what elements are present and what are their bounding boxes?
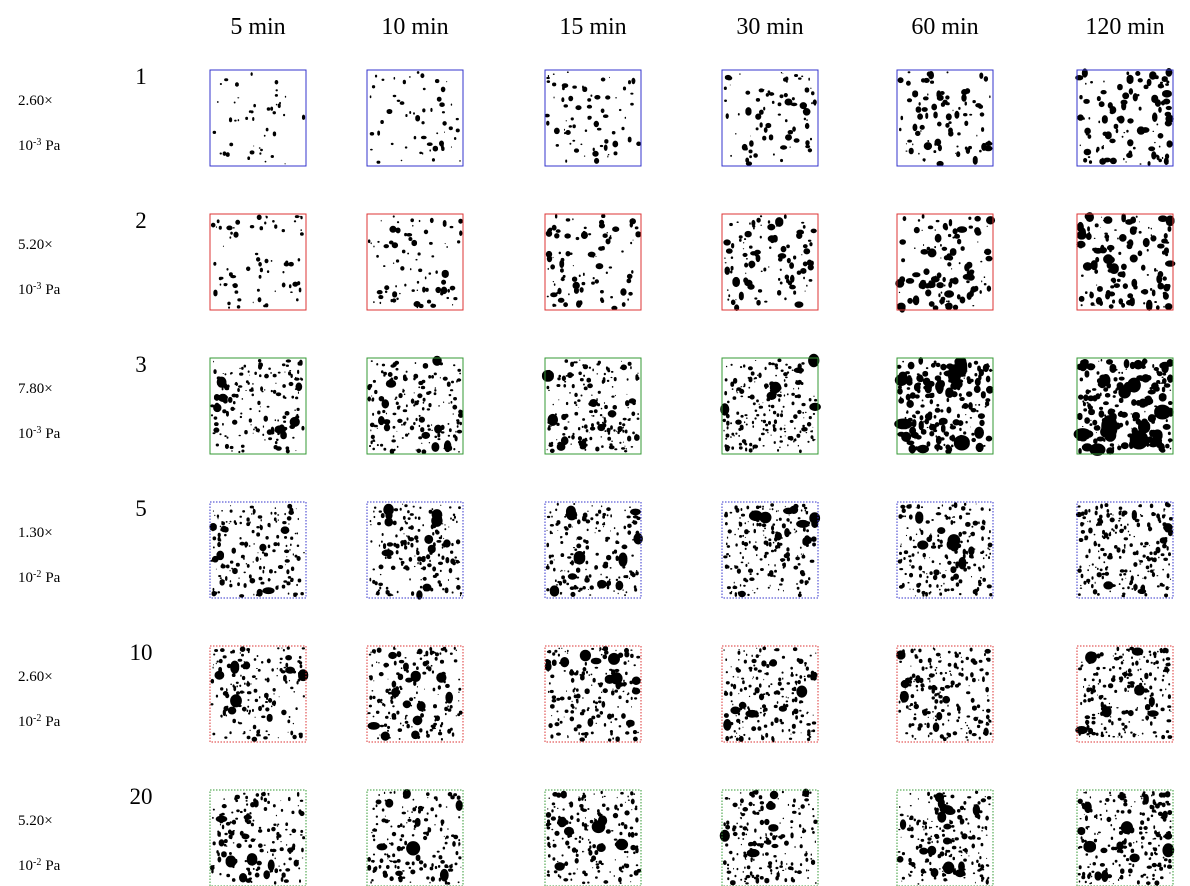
micrograph (367, 356, 464, 454)
pressure-mantissa: 7.80× (18, 381, 53, 397)
micrograph (722, 70, 818, 166)
pressure-unit: Pa (45, 282, 60, 298)
pressure-unit: Pa (45, 426, 60, 442)
micrograph (367, 646, 463, 742)
micrograph (210, 70, 306, 166)
row-label: 20 (130, 784, 153, 809)
column-header: 60 min (911, 14, 978, 40)
row-label: 5 (135, 496, 147, 521)
micrograph (367, 70, 463, 166)
pressure-unit: Pa (45, 858, 60, 874)
pressure-unit-line: 10-2 Pa (18, 713, 61, 730)
micrograph (720, 789, 818, 886)
pressure-mantissa: 5.20× (18, 237, 53, 253)
micrograph (1077, 790, 1174, 886)
pressure-base: 10 (18, 426, 33, 442)
micrograph (897, 70, 993, 167)
micrograph (210, 358, 306, 454)
micrograph (542, 358, 641, 454)
micrograph (1075, 646, 1173, 742)
row-label: 10 (130, 640, 153, 665)
micrograph (545, 502, 643, 598)
micrograph (895, 214, 995, 313)
micrograph (720, 354, 821, 454)
micrograph (545, 70, 642, 166)
pressure-exponent: -2 (33, 713, 41, 724)
pressure-base: 10 (18, 570, 33, 586)
micrograph-background (722, 70, 818, 166)
micrograph (1074, 358, 1174, 456)
column-header: 120 min (1085, 14, 1164, 40)
micrograph (210, 646, 308, 742)
micrograph (545, 790, 641, 886)
column-header: 30 min (736, 14, 803, 40)
micrograph-background (545, 790, 641, 886)
micrograph (1075, 68, 1174, 166)
micrograph (210, 790, 306, 886)
column-header: 15 min (559, 14, 626, 40)
pressure-unit-line: 10-2 Pa (18, 569, 61, 586)
pressure-unit-line: 10-2 Pa (18, 857, 61, 874)
pressure-base: 10 (18, 858, 33, 874)
micrograph-background (545, 70, 641, 166)
row-label: 3 (135, 352, 147, 377)
micrograph (896, 646, 993, 742)
pressure-exponent: -2 (33, 569, 41, 580)
micrograph (1076, 502, 1173, 598)
pressure-exponent: -2 (33, 857, 41, 868)
micrograph (897, 790, 993, 886)
figure: 5 min 10 min 15 min 30 min 60 min 120 min 1 2.6… (0, 0, 1190, 886)
pressure-unit-line: 10-3 Pa (18, 137, 61, 154)
pressure-mantissa: 2.60× (18, 93, 53, 109)
pressure-unit: Pa (45, 570, 60, 586)
micrograph-background (210, 358, 306, 454)
pressure-base: 10 (18, 282, 33, 298)
row-label: 2 (135, 208, 147, 233)
pressure-mantissa: 1.30× (18, 525, 53, 541)
micrograph (897, 502, 993, 598)
pressure-exponent: -3 (33, 137, 41, 148)
column-header: 5 min (230, 14, 285, 40)
micrograph (367, 789, 463, 886)
micrograph (209, 502, 306, 598)
pressure-unit: Pa (45, 138, 60, 154)
page: {"columns": ["5 min", "10 min", "15 min"… (0, 0, 1190, 886)
micrograph (210, 214, 306, 310)
pressure-unit-line: 10-3 Pa (18, 425, 61, 442)
micrograph-background (545, 214, 641, 310)
micrograph (545, 646, 641, 742)
pressure-mantissa: 5.20× (18, 813, 53, 829)
micrograph-background (367, 70, 463, 166)
pressure-base: 10 (18, 714, 33, 730)
pressure-unit: Pa (45, 714, 60, 730)
micrograph (722, 502, 820, 598)
micrograph (367, 502, 463, 600)
row-label: 1 (135, 64, 147, 89)
pressure-base: 10 (18, 138, 33, 154)
micrograph (722, 646, 818, 742)
column-header: 10 min (381, 14, 448, 40)
pressure-exponent: -3 (33, 425, 41, 436)
pressure-unit-line: 10-3 Pa (18, 281, 61, 298)
pressure-exponent: -3 (33, 281, 41, 292)
micrograph (545, 214, 641, 310)
micrograph (1076, 212, 1175, 311)
micrograph (894, 357, 993, 454)
micrograph (722, 214, 818, 311)
micrograph (367, 214, 463, 310)
pressure-mantissa: 2.60× (18, 669, 53, 685)
